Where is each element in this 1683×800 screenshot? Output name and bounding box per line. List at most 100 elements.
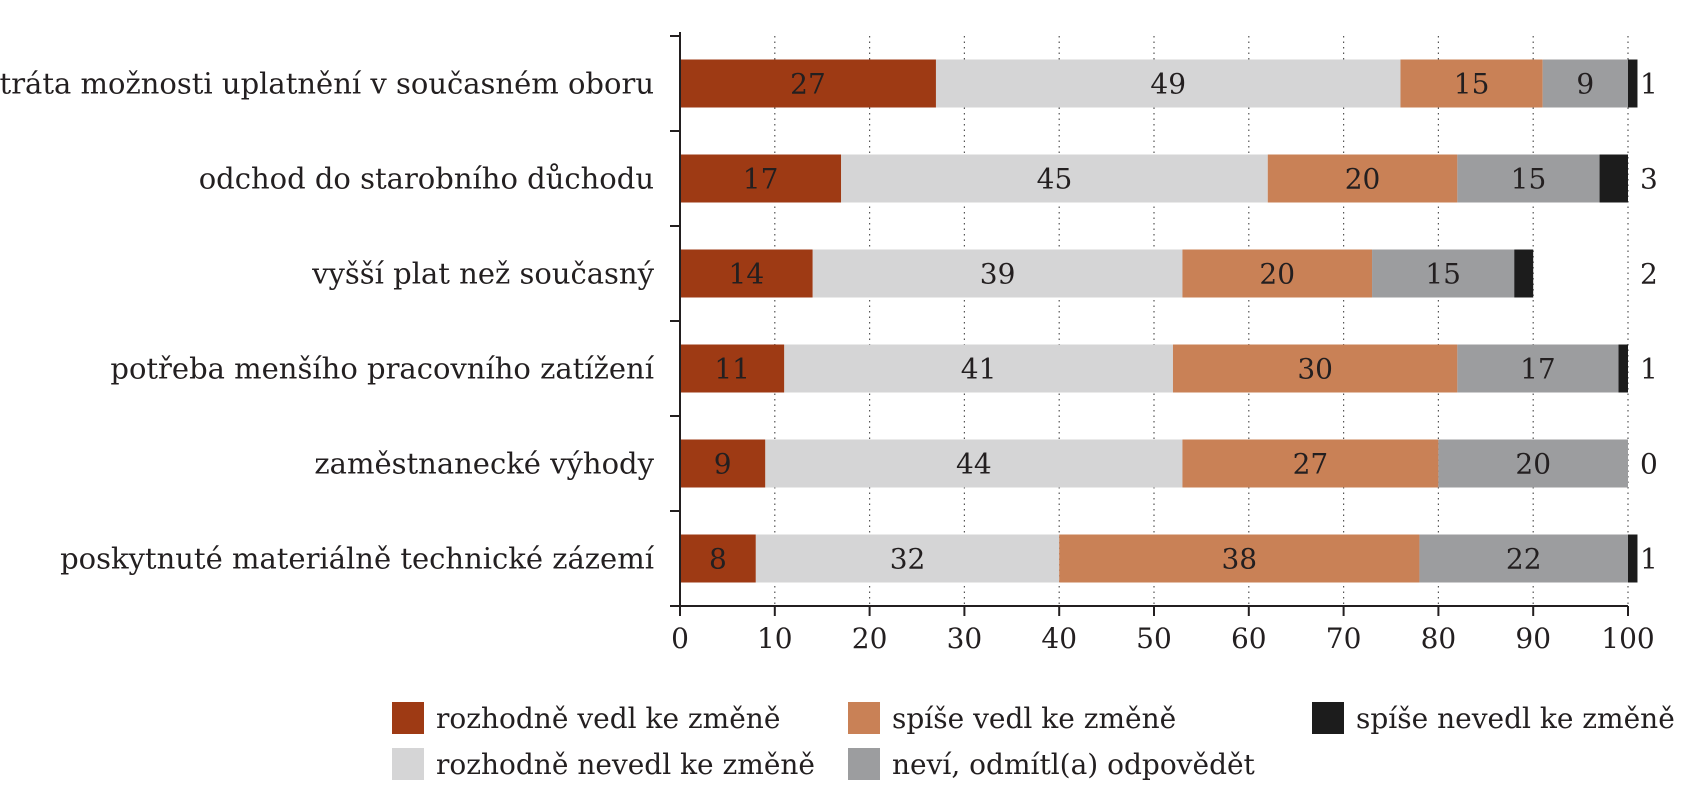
bar-segment (1599, 154, 1628, 203)
bar-row: 11 41 30 17 1 (680, 344, 1658, 393)
end-data-label: 1 (1640, 543, 1658, 576)
x-tick-label: 60 (1231, 622, 1267, 655)
data-label: 8 (709, 543, 727, 576)
legend-item: rozhodně nevedl ke změně (392, 748, 815, 781)
bar-segment (1172, 344, 1458, 393)
bar-segment (680, 439, 766, 488)
x-tick-label: 100 (1601, 622, 1654, 655)
data-label: 9 (714, 448, 732, 481)
data-label: 20 (1345, 163, 1381, 196)
legend-label: rozhodně nevedl ke změně (436, 748, 815, 781)
bar-segment (680, 344, 785, 393)
bar-segment (812, 249, 1183, 298)
data-label: 27 (790, 68, 826, 101)
end-data-label: 3 (1640, 163, 1658, 196)
data-label: 17 (743, 163, 779, 196)
x-tick-label: 0 (671, 622, 689, 655)
category-labels: ztráta možnosti uplatnění v současném ob… (0, 67, 655, 576)
end-data-label: 1 (1640, 68, 1658, 101)
data-label: 49 (1150, 68, 1186, 101)
data-label: 39 (980, 258, 1016, 291)
bar-row: 17 45 20 15 3 (680, 154, 1658, 203)
data-label: 20 (1515, 448, 1551, 481)
bar-segment (1618, 344, 1628, 393)
data-label: 30 (1297, 353, 1333, 386)
legend-swatch (848, 702, 880, 734)
bar-segment (1438, 439, 1628, 488)
bar-row: 9 44 27 20 0 (680, 439, 1658, 488)
legend-item: rozhodně vedl ke změně (392, 702, 780, 735)
legend-label: neví, odmítl(a) odpovědět (892, 748, 1256, 781)
bar-segment (1267, 154, 1458, 203)
bar-segment (1372, 249, 1515, 298)
bar-segment (1542, 59, 1628, 108)
category-label: poskytnuté materiálně technické zázemí (60, 542, 655, 576)
bar-segment (784, 344, 1173, 393)
bar-segment (1628, 59, 1638, 108)
category-label: potřeba menšího pracovního zatížení (110, 352, 654, 386)
data-label: 15 (1454, 68, 1490, 101)
x-tick-label: 80 (1421, 622, 1457, 655)
bar-segment (680, 154, 842, 203)
bar-row: 8 32 38 22 1 (680, 534, 1658, 583)
legend-label: rozhodně vedl ke změně (436, 702, 780, 735)
data-label: 44 (956, 448, 992, 481)
legend: rozhodně vedl ke změně spíše vedl ke změn… (392, 702, 1675, 781)
bar-segment (1059, 534, 1420, 583)
data-label: 27 (1293, 448, 1329, 481)
data-label: 15 (1511, 163, 1547, 196)
bar-segment (1457, 344, 1619, 393)
bar-row: 14 39 20 15 2 (680, 249, 1658, 298)
end-data-label: 0 (1640, 448, 1658, 481)
x-tick-label: 20 (852, 622, 888, 655)
x-tick-label: 70 (1326, 622, 1362, 655)
bar-segment (1182, 439, 1439, 488)
legend-swatch (392, 748, 424, 780)
legend-swatch (848, 748, 880, 780)
bar-segment (680, 59, 936, 108)
gridlines (774, 36, 1629, 606)
end-data-label: 1 (1640, 353, 1658, 386)
bar-segment (841, 154, 1268, 203)
bar-segment (680, 534, 756, 583)
bar-segment (1514, 249, 1534, 298)
bar-row: 27 49 15 9 1 (680, 59, 1658, 108)
legend-swatch (392, 702, 424, 734)
bar-segment (1182, 249, 1373, 298)
bar-segment (1400, 59, 1543, 108)
bar-segment (1457, 154, 1600, 203)
bar-segment (765, 439, 1183, 488)
x-tick-label: 30 (947, 622, 983, 655)
data-label: 38 (1221, 543, 1257, 576)
bars: 27 49 15 9 1 17 45 20 15 3 14 39 20 15 2 11 41 30 17 1 9 44 27… (680, 59, 1658, 583)
x-tick-label: 10 (757, 622, 793, 655)
data-label: 15 (1425, 258, 1461, 291)
legend-label: spíše vedl ke změně (892, 702, 1176, 735)
category-label: vyšší plat než současný (311, 257, 654, 291)
axes: 0 10 20 30 40 50 60 70 80 90 100 (670, 32, 1655, 655)
x-tick-label: 90 (1515, 622, 1551, 655)
legend-item: neví, odmítl(a) odpovědět (848, 748, 1256, 781)
legend-swatch (1312, 702, 1344, 734)
legend-label: spíše nevedl ke změně (1356, 702, 1675, 735)
data-label: 45 (1037, 163, 1073, 196)
data-label: 22 (1506, 543, 1542, 576)
bar-segment (1419, 534, 1628, 583)
data-label: 17 (1520, 353, 1556, 386)
bar-segment (755, 534, 1060, 583)
bar-segment (680, 249, 813, 298)
category-label: ztráta možnosti uplatnění v současném ob… (0, 67, 654, 101)
data-label: 32 (890, 543, 926, 576)
legend-item: spíše vedl ke změně (848, 702, 1176, 735)
data-label: 41 (961, 353, 997, 386)
x-tick-label: 50 (1136, 622, 1172, 655)
data-label: 14 (729, 258, 765, 291)
bar-segment (935, 59, 1401, 108)
category-label: zaměstnanecké výhody (314, 447, 654, 481)
x-tick-label: 40 (1041, 622, 1077, 655)
bar-segment (1628, 534, 1638, 583)
data-label: 20 (1259, 258, 1295, 291)
data-label: 11 (714, 353, 750, 386)
data-label: 9 (1576, 68, 1594, 101)
end-data-label: 2 (1640, 258, 1658, 291)
